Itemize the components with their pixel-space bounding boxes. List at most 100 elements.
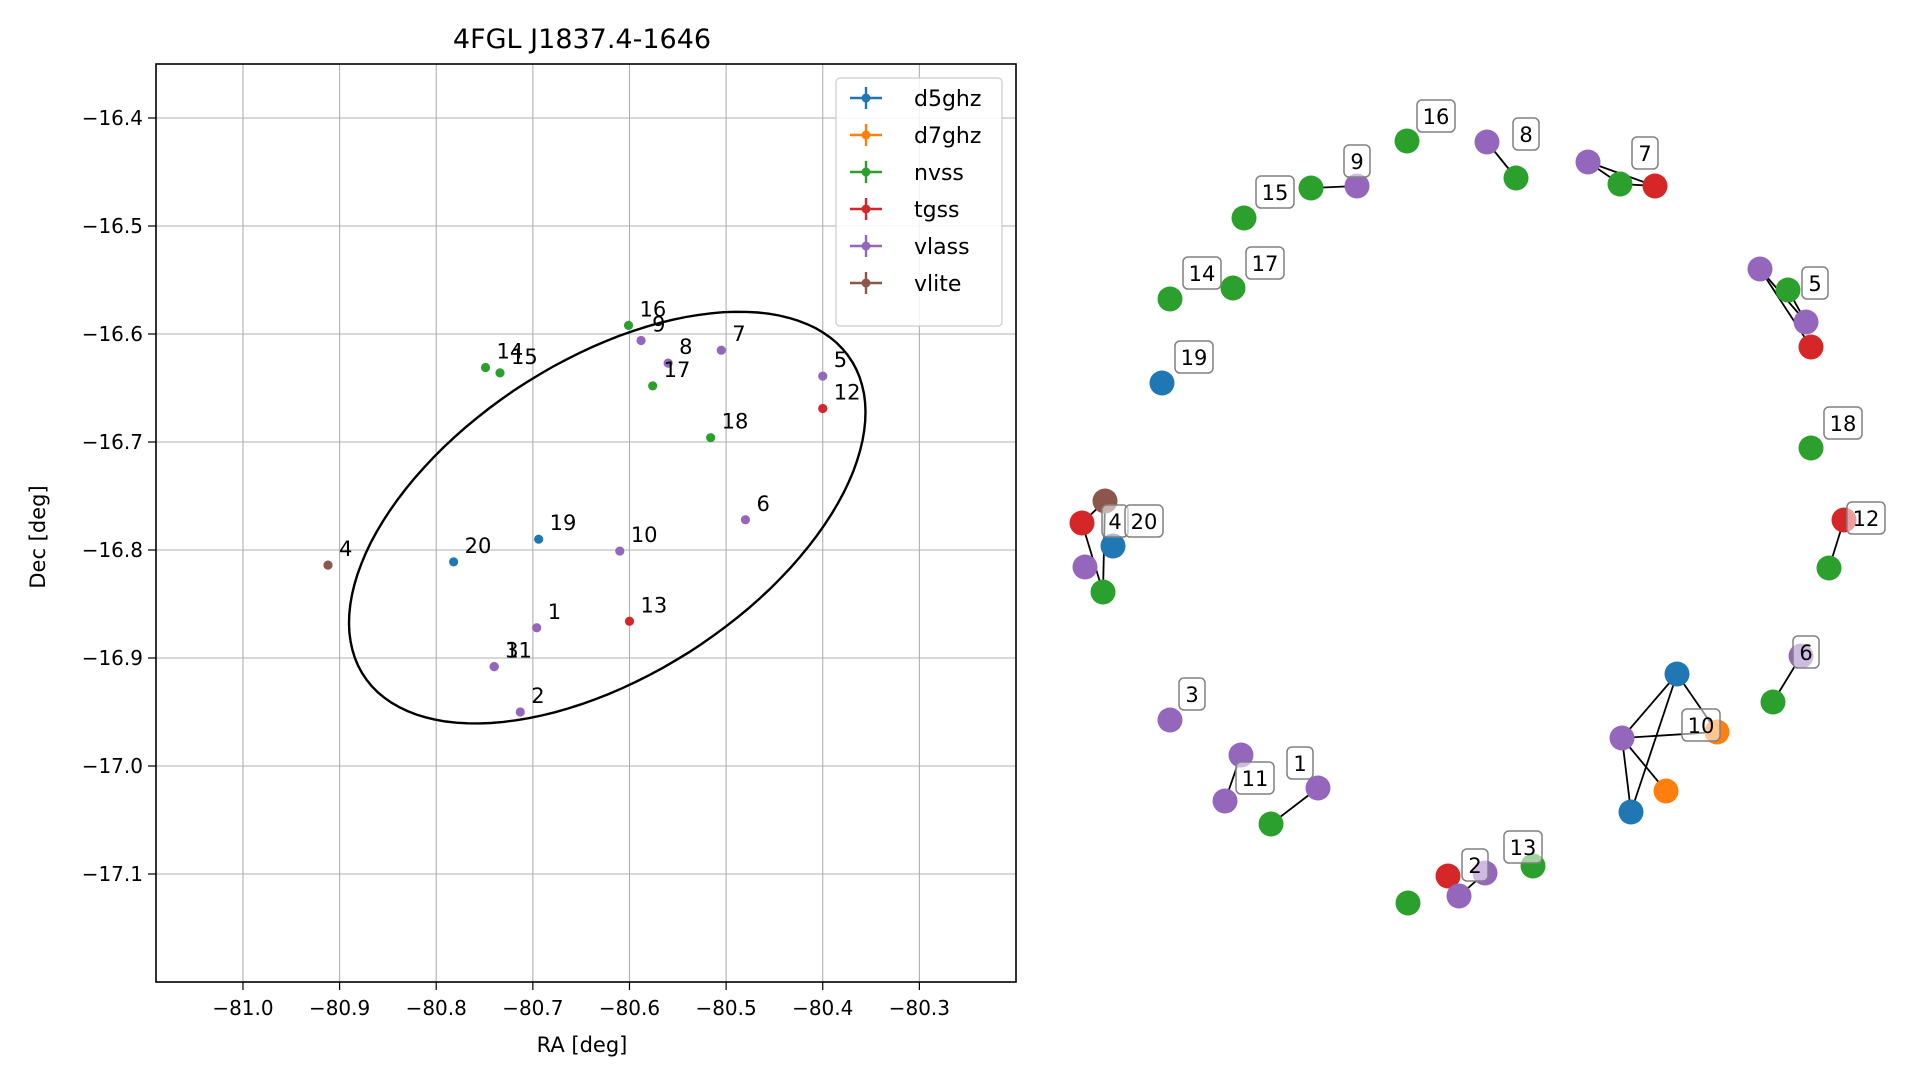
x-tick-label: −80.8 bbox=[406, 996, 467, 1020]
legend-label: d7ghz bbox=[914, 124, 981, 149]
network-label-box bbox=[1512, 117, 1540, 151]
point-label: 18 bbox=[722, 410, 749, 434]
y-tick-label: −16.7 bbox=[82, 430, 143, 454]
legend-marker-vlass bbox=[861, 241, 871, 251]
network-node-nvss bbox=[1394, 128, 1420, 154]
legend-marker-tgss bbox=[861, 204, 871, 214]
data-point-d5ghz bbox=[534, 534, 544, 544]
network-node-vlass bbox=[1072, 554, 1098, 580]
network-edge bbox=[1621, 673, 1678, 739]
network-node-vlass bbox=[1747, 256, 1773, 282]
network-label: 18 bbox=[1830, 412, 1857, 436]
legend-label: vlite bbox=[914, 272, 961, 297]
chart-title: 4FGL J1837.4-1646 bbox=[453, 24, 711, 55]
error-ellipse bbox=[347, 310, 867, 725]
network-node-nvss bbox=[1607, 171, 1633, 197]
legend-marker-vlite bbox=[861, 278, 871, 288]
point-label: 10 bbox=[631, 523, 658, 547]
plot-frame bbox=[155, 63, 1017, 983]
network-label-box bbox=[1343, 144, 1371, 178]
network-node-nvss bbox=[1220, 275, 1246, 301]
legend-marker-nvss bbox=[861, 167, 871, 177]
data-point-nvss bbox=[623, 320, 634, 330]
data-point-nvss bbox=[495, 368, 505, 378]
network-node-tgss bbox=[1069, 510, 1095, 536]
data-point-nvss bbox=[648, 381, 658, 391]
network-label-box bbox=[1503, 830, 1543, 864]
network-node-nvss bbox=[1760, 689, 1786, 715]
network-node-d7ghz bbox=[1653, 778, 1679, 804]
data-point-vlass bbox=[615, 546, 625, 556]
network-node-d5ghz bbox=[1618, 799, 1644, 825]
y-axis-ticks: −16.4 −16.5 −16.6 −16.7 −16.8 −16.9 −17.0 −17.1 bbox=[82, 106, 156, 886]
legend-label: vlass bbox=[914, 235, 970, 260]
x-tick-label: −80.7 bbox=[502, 996, 563, 1020]
network-edge bbox=[1630, 673, 1678, 813]
point-label: 17 bbox=[664, 358, 691, 382]
network-label-box bbox=[1182, 256, 1222, 290]
network-node-vlass bbox=[1212, 788, 1238, 814]
network-label: 10 bbox=[1688, 714, 1715, 738]
network-label-box bbox=[1235, 761, 1275, 795]
legend-marker-d5ghz bbox=[861, 93, 871, 103]
y-tick-label: −17.0 bbox=[82, 754, 143, 778]
y-tick-label: −16.5 bbox=[82, 214, 143, 238]
point-label: 3 bbox=[505, 639, 518, 663]
x-tick-label: −80.9 bbox=[309, 996, 370, 1020]
network-label: 20 bbox=[1131, 510, 1158, 534]
network-node-tgss bbox=[1435, 863, 1461, 889]
data-point-tgss bbox=[624, 616, 635, 626]
legend-label: nvss bbox=[914, 161, 964, 186]
network-node-d5ghz bbox=[1149, 370, 1175, 396]
network-label: 15 bbox=[1262, 181, 1289, 205]
x-tick-label: −81.0 bbox=[212, 996, 273, 1020]
network-label-box bbox=[1286, 746, 1314, 780]
network-node-nvss bbox=[1503, 165, 1529, 191]
data-point-vlass bbox=[818, 371, 828, 381]
network-label-box bbox=[1416, 99, 1456, 133]
point-label: 11 bbox=[505, 639, 532, 663]
network-node-vlass bbox=[1474, 129, 1500, 155]
legend-marker-d7ghz bbox=[861, 130, 871, 140]
y-tick-label: −16.9 bbox=[82, 646, 143, 670]
network-node-nvss bbox=[1798, 435, 1824, 461]
data-point-vlass bbox=[532, 623, 542, 633]
data-point-vlass bbox=[636, 335, 646, 346]
network-label: 12 bbox=[1853, 507, 1880, 531]
network-label: 3 bbox=[1185, 683, 1198, 707]
x-tick-label: −80.6 bbox=[599, 996, 660, 1020]
data-point-vlite bbox=[323, 560, 333, 570]
network-node-nvss bbox=[1231, 205, 1257, 231]
network-label: 2 bbox=[1468, 854, 1481, 878]
network-node-vlass bbox=[1157, 707, 1183, 733]
point-label: 7 bbox=[732, 322, 745, 346]
error-ellipse-layer bbox=[347, 310, 867, 725]
network-node-vlass bbox=[1305, 775, 1331, 801]
network-label-box bbox=[1823, 406, 1863, 440]
network-label-box bbox=[1461, 848, 1489, 882]
network-label-box bbox=[1792, 635, 1820, 669]
point-label: 20 bbox=[465, 534, 492, 558]
network-node-vlass bbox=[1344, 173, 1370, 199]
point-label: 16 bbox=[640, 297, 667, 321]
point-label: 15 bbox=[511, 345, 538, 369]
network-node-tgss bbox=[1642, 173, 1668, 199]
network-node-nvss bbox=[1157, 286, 1183, 312]
data-point-nvss bbox=[480, 362, 491, 373]
y-tick-label: −16.6 bbox=[82, 322, 143, 346]
y-tick-label: −17.1 bbox=[82, 862, 143, 886]
network-label-box bbox=[1245, 246, 1285, 280]
network-label: 1 bbox=[1293, 752, 1306, 776]
network-label: 19 bbox=[1181, 346, 1208, 370]
network-node-tgss bbox=[1798, 334, 1824, 360]
point-label: 19 bbox=[550, 511, 577, 535]
data-point-vlass bbox=[515, 707, 525, 717]
y-axis-label: Dec [deg] bbox=[26, 485, 50, 588]
network-label-box bbox=[1124, 504, 1164, 538]
network-label-box bbox=[1681, 708, 1721, 742]
network-label: 13 bbox=[1510, 836, 1537, 860]
